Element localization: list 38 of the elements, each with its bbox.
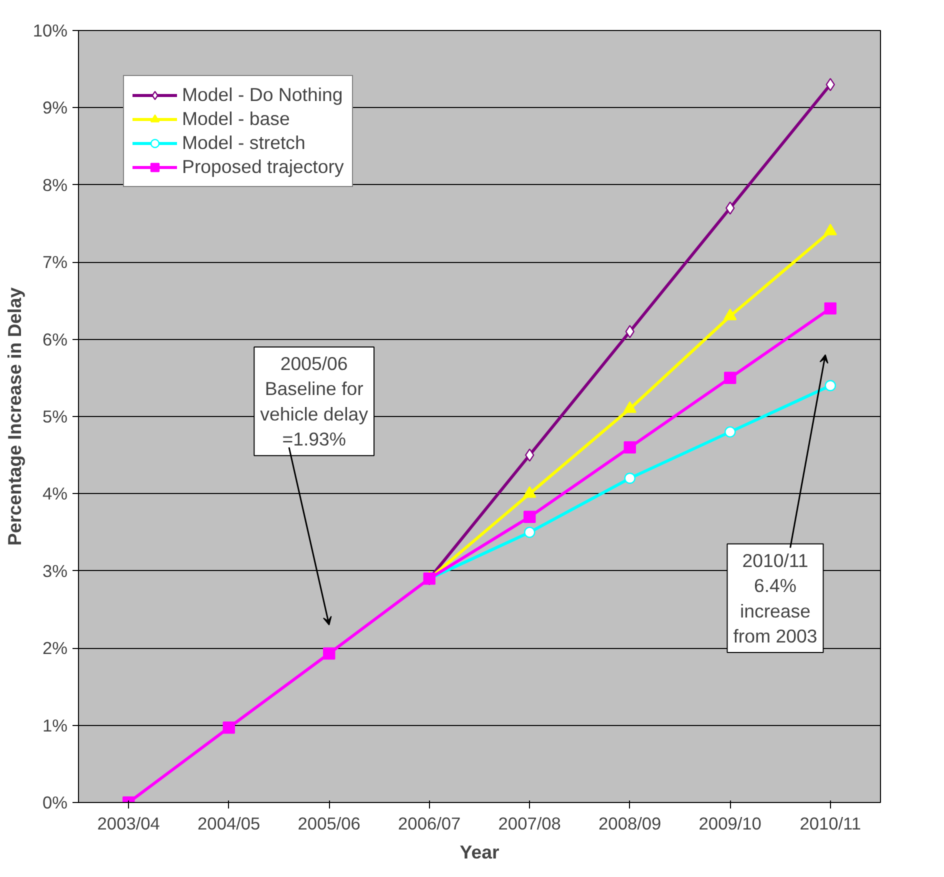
annotation: 2005/06 Baseline for vehicle delay =1.93%	[260, 353, 369, 450]
x-tick-label: 2009/10	[698, 814, 762, 834]
y-tick-label: 5%	[42, 406, 68, 426]
point	[524, 510, 536, 523]
point	[724, 372, 736, 384]
y-tick-label: 0%	[42, 792, 68, 812]
point	[525, 448, 534, 462]
x-tick-label: 2007/08	[498, 814, 561, 834]
y-axis-title: Percentage Increase in Delay	[4, 286, 25, 546]
x-tick-label: 2010/11	[800, 814, 862, 834]
y-tick-label: 2%	[42, 638, 68, 658]
x-tick-label: 2006/07	[398, 814, 461, 834]
point	[323, 647, 336, 660]
y-tick-label: 7%	[42, 252, 68, 272]
point	[524, 526, 536, 538]
x-tick-label: 2004/05	[198, 814, 260, 834]
y-tick-label: 9%	[42, 98, 68, 118]
legend-label: Model - Do Nothing	[182, 84, 343, 106]
y-tick-label: 10%	[32, 20, 68, 40]
y-tick-label: 4%	[42, 484, 68, 504]
point	[824, 380, 836, 392]
point	[624, 441, 636, 454]
x-axis-title: Year	[460, 842, 500, 862]
y-tick-label: 3%	[42, 560, 68, 581]
x-tick-label: 2005/06	[298, 814, 360, 834]
x-tick-label: 2003/04	[97, 814, 160, 834]
y-tick-label: 1%	[42, 715, 68, 736]
annotation: 2010/11 6.4% increase from 2003	[733, 550, 818, 646]
y-tick-label: 8%	[42, 174, 68, 195]
y-tick-label: 6%	[42, 329, 68, 350]
point	[222, 722, 235, 734]
point	[624, 472, 636, 484]
legend-label: Model - base	[182, 108, 290, 130]
x-tick-label: 2008/09	[598, 814, 662, 834]
point	[724, 426, 736, 438]
legend-label: Proposed trajectory	[182, 156, 344, 178]
point	[824, 302, 836, 315]
legend-label: Model - stretch	[182, 132, 306, 154]
